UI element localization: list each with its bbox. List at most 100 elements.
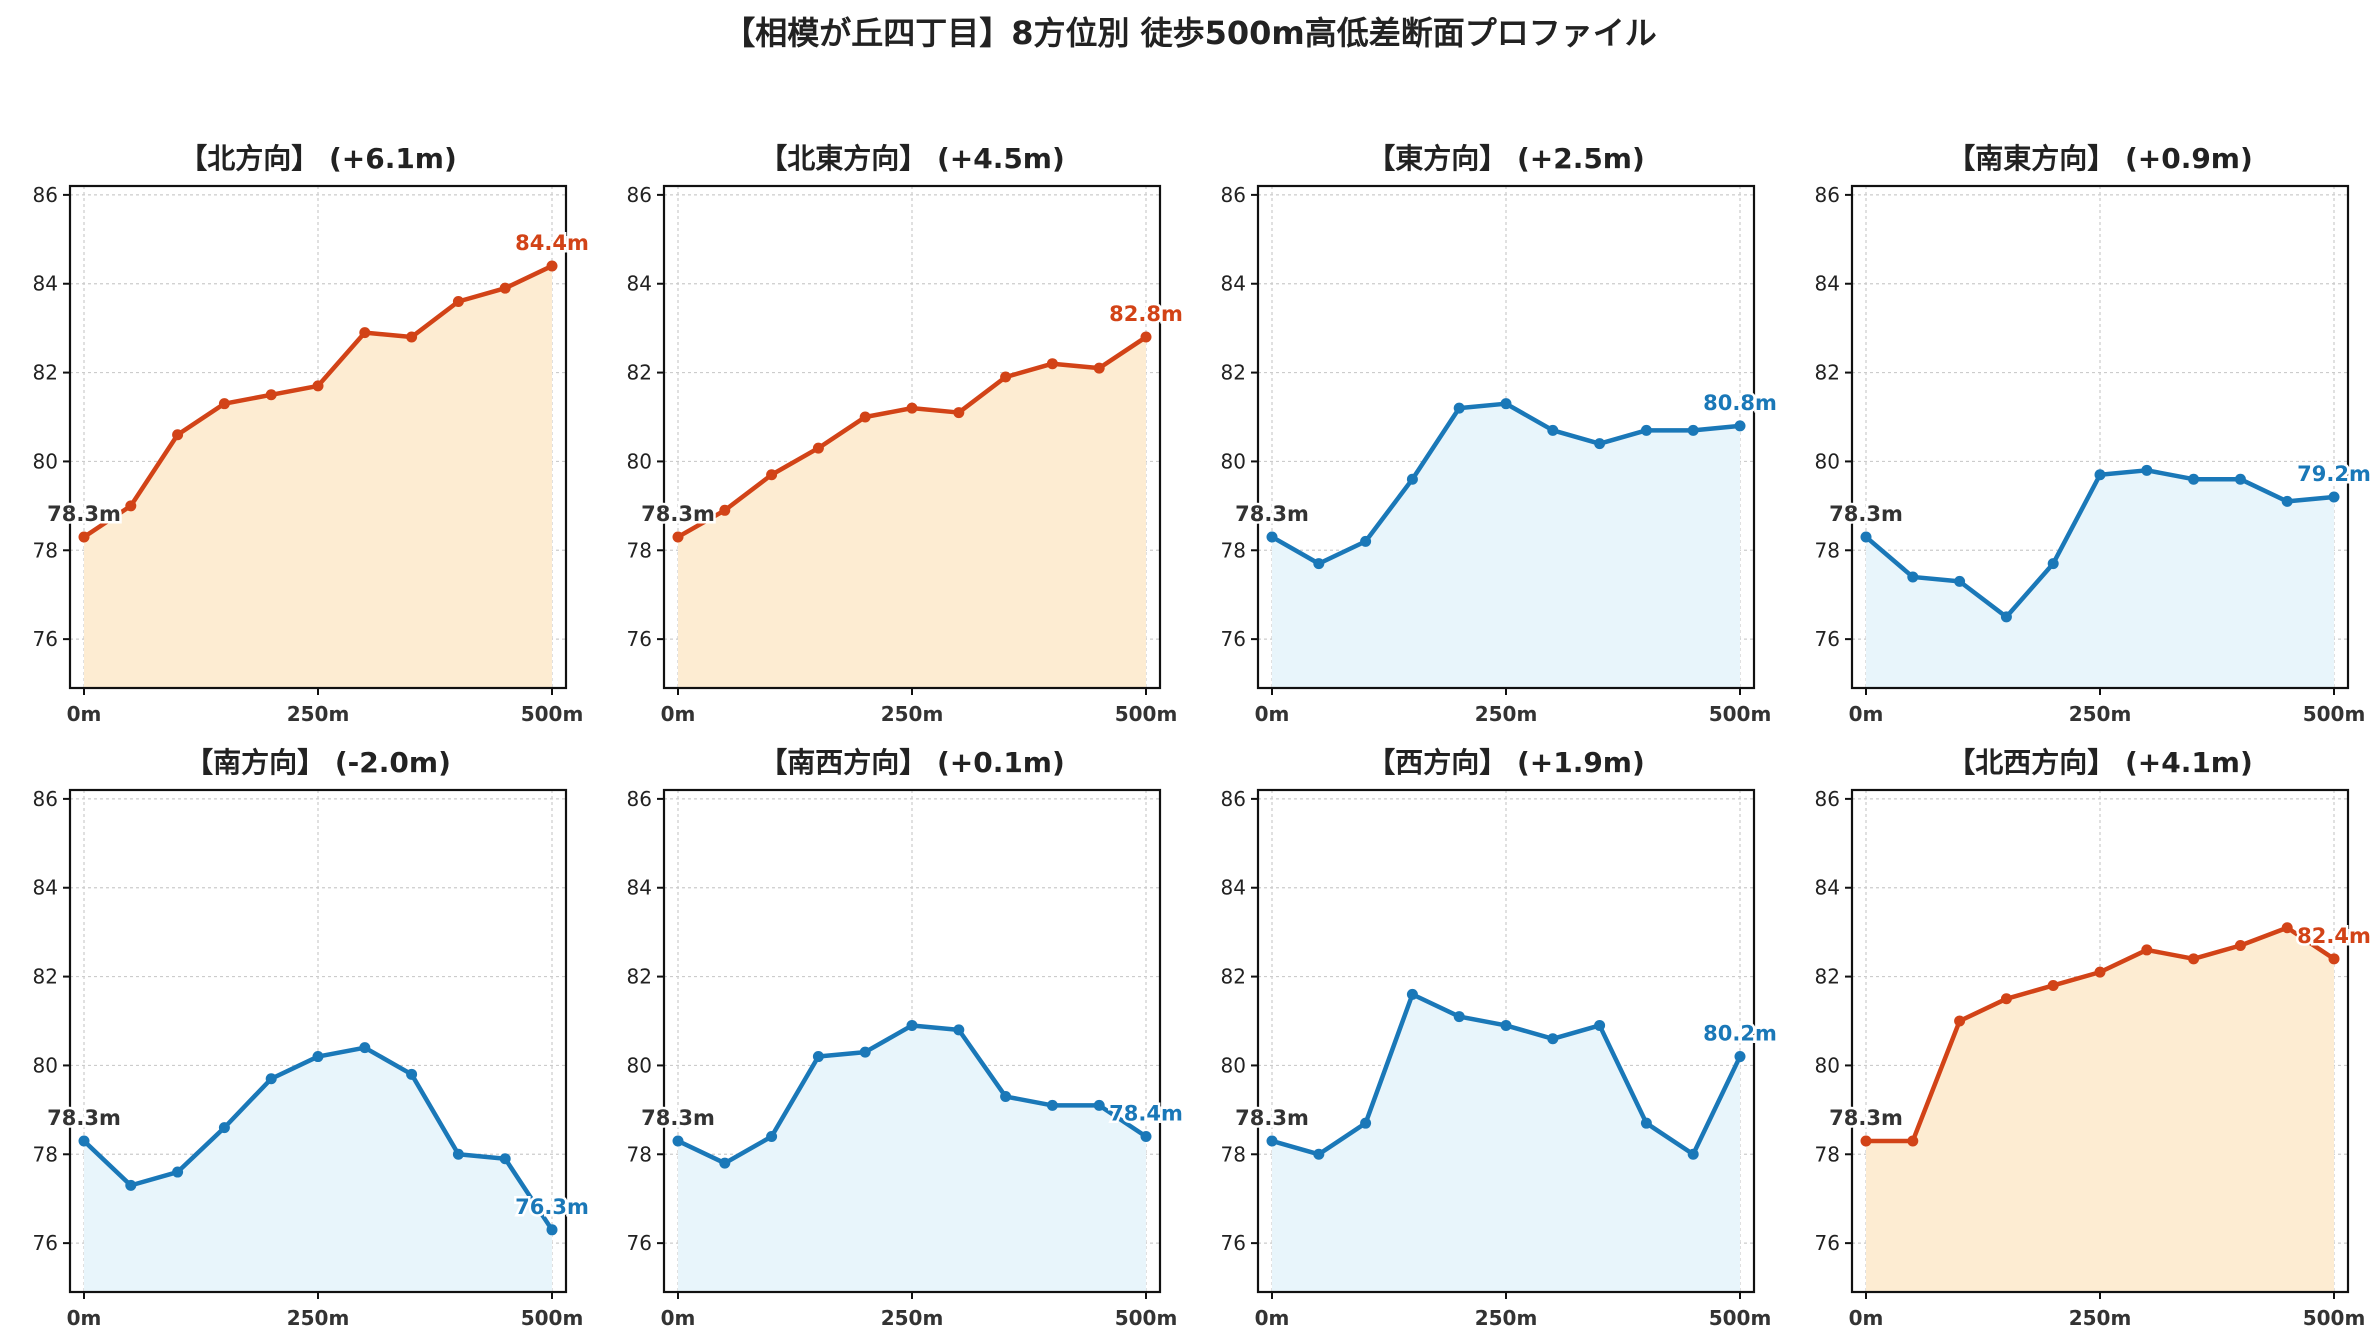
x-tick-label: 0m bbox=[1849, 1306, 1884, 1330]
elevation-area bbox=[84, 265, 552, 688]
data-point bbox=[2000, 993, 2012, 1005]
y-tick-label: 82 bbox=[1815, 361, 1840, 385]
y-tick-label: 76 bbox=[1221, 1231, 1246, 1255]
y-tick-label: 80 bbox=[33, 1053, 58, 1077]
data-point bbox=[1734, 420, 1746, 432]
end-elevation-label: 80.8m bbox=[1703, 391, 1777, 415]
y-tick-label: 78 bbox=[627, 1142, 652, 1166]
y-tick-label: 80 bbox=[1815, 449, 1840, 473]
x-tick-label: 500m bbox=[2303, 702, 2366, 726]
y-tick-label: 78 bbox=[1815, 1142, 1840, 1166]
data-point bbox=[2234, 939, 2246, 951]
y-tick-label: 84 bbox=[1815, 272, 1840, 296]
y-tick-label: 86 bbox=[33, 183, 58, 207]
panel-title: 【北西方向】 (+4.1m) bbox=[1947, 746, 2253, 779]
panel-title: 【北東方向】 (+4.5m) bbox=[759, 142, 1065, 175]
data-point bbox=[1046, 358, 1058, 370]
data-point bbox=[1547, 424, 1559, 436]
start-elevation-label: 78.3m bbox=[1829, 502, 1903, 526]
x-tick-label: 0m bbox=[1255, 1306, 1290, 1330]
x-tick-label: 500m bbox=[1709, 702, 1772, 726]
y-tick-label: 82 bbox=[627, 965, 652, 989]
data-point bbox=[406, 1068, 418, 1080]
end-elevation-label: 84.4m bbox=[515, 231, 589, 255]
x-tick-label: 250m bbox=[2069, 702, 2132, 726]
y-tick-label: 76 bbox=[1221, 627, 1246, 651]
y-tick-label: 80 bbox=[627, 1053, 652, 1077]
data-point bbox=[1594, 438, 1606, 450]
start-elevation-label: 78.3m bbox=[641, 1106, 715, 1130]
y-tick-label: 78 bbox=[33, 538, 58, 562]
data-point bbox=[1140, 1131, 1152, 1143]
y-tick-label: 86 bbox=[627, 183, 652, 207]
y-tick-label: 84 bbox=[1221, 272, 1246, 296]
y-tick-label: 86 bbox=[33, 787, 58, 811]
data-point bbox=[406, 331, 418, 343]
data-point bbox=[78, 1135, 90, 1147]
data-point bbox=[766, 469, 778, 481]
y-tick-label: 80 bbox=[1221, 1053, 1246, 1077]
data-point bbox=[672, 531, 684, 543]
y-tick-label: 78 bbox=[1221, 538, 1246, 562]
y-tick-label: 86 bbox=[1221, 183, 1246, 207]
y-tick-label: 78 bbox=[33, 1142, 58, 1166]
y-tick-label: 76 bbox=[33, 627, 58, 651]
data-point bbox=[1500, 1019, 1512, 1031]
data-point bbox=[1046, 1099, 1058, 1111]
data-point bbox=[1640, 1117, 1652, 1129]
data-point bbox=[1907, 1135, 1919, 1147]
x-tick-label: 250m bbox=[2069, 1306, 2132, 1330]
data-point bbox=[1140, 331, 1152, 343]
y-tick-label: 78 bbox=[1221, 1142, 1246, 1166]
y-tick-label: 84 bbox=[33, 876, 58, 900]
data-point bbox=[1093, 1099, 1105, 1111]
data-point bbox=[1266, 1135, 1278, 1147]
data-point bbox=[1453, 402, 1465, 414]
panel-title: 【南方向】 (-2.0m) bbox=[185, 746, 451, 779]
y-tick-label: 84 bbox=[627, 272, 652, 296]
data-point bbox=[2234, 473, 2246, 485]
x-tick-label: 250m bbox=[287, 1306, 350, 1330]
x-tick-label: 0m bbox=[1849, 702, 1884, 726]
data-point bbox=[1547, 1033, 1559, 1045]
elevation-area bbox=[1272, 994, 1740, 1292]
start-elevation-label: 78.3m bbox=[641, 502, 715, 526]
data-point bbox=[1734, 1051, 1746, 1063]
x-tick-label: 500m bbox=[1115, 1306, 1178, 1330]
data-point bbox=[546, 260, 558, 272]
y-tick-label: 80 bbox=[33, 449, 58, 473]
data-point bbox=[719, 504, 731, 516]
data-point bbox=[2141, 944, 2153, 956]
data-point bbox=[312, 380, 324, 392]
profile-panel-4: 76 78 80 82 84 86 0m 250m 500m 【南東方向】 (+0.9m) 78.3… bbox=[1815, 142, 2374, 726]
x-tick-label: 500m bbox=[1115, 702, 1178, 726]
data-point bbox=[953, 1024, 965, 1036]
y-tick-label: 82 bbox=[33, 965, 58, 989]
x-tick-label: 0m bbox=[67, 702, 102, 726]
data-point bbox=[2094, 966, 2106, 978]
data-point bbox=[1594, 1019, 1606, 1031]
x-tick-label: 500m bbox=[1709, 1306, 1772, 1330]
y-tick-label: 76 bbox=[1815, 627, 1840, 651]
elevation-area bbox=[1866, 470, 2334, 688]
data-point bbox=[2188, 473, 2200, 485]
data-point bbox=[2047, 979, 2059, 991]
data-point bbox=[2047, 558, 2059, 570]
data-point bbox=[1360, 1117, 1372, 1129]
y-tick-label: 86 bbox=[1221, 787, 1246, 811]
y-tick-label: 86 bbox=[1815, 787, 1840, 811]
data-point bbox=[359, 1042, 371, 1054]
data-point bbox=[1860, 1135, 1872, 1147]
data-point bbox=[719, 1157, 731, 1169]
profile-panel-5: 76 78 80 82 84 86 0m 250m 500m 【南方向】 (-2.0m) 78.3m… bbox=[33, 746, 592, 1330]
data-point bbox=[953, 407, 965, 419]
data-point bbox=[499, 1153, 511, 1165]
y-tick-label: 84 bbox=[627, 876, 652, 900]
y-tick-label: 82 bbox=[627, 361, 652, 385]
data-point bbox=[172, 429, 184, 441]
data-point bbox=[1687, 424, 1699, 436]
profile-panel-2: 76 78 80 82 84 86 0m 250m 500m 【北東方向】 (+4.5m) 78.3… bbox=[627, 142, 1186, 726]
x-tick-label: 0m bbox=[661, 702, 696, 726]
end-elevation-label: 78.4m bbox=[1109, 1102, 1183, 1126]
data-point bbox=[2328, 491, 2340, 503]
